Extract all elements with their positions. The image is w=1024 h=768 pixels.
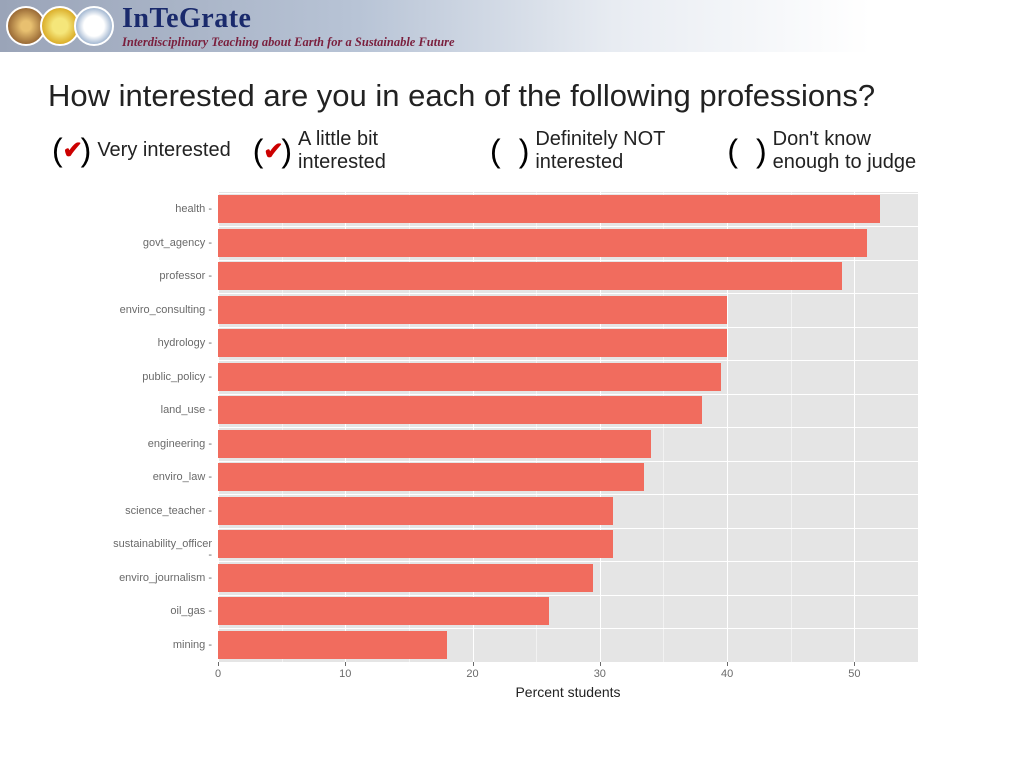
gridline-h: [218, 394, 918, 395]
bar-professor: [218, 262, 842, 290]
gridline-h: [218, 461, 918, 462]
brand-text: InTeGrate Interdisciplinary Teaching abo…: [122, 3, 455, 50]
legend-item-2: ( )Definitely NOT interested: [490, 128, 705, 174]
y-label-science_teacher: science_teacher -: [108, 506, 212, 517]
legend-label: A little bit interested: [298, 128, 468, 174]
bar-science_teacher: [218, 497, 613, 525]
bar-enviro_law: [218, 463, 644, 491]
y-label-enviro_journalism: enviro_journalism -: [108, 573, 212, 584]
legend-row: (✔)Very interested(✔)A little bit intere…: [0, 128, 1024, 174]
plot-area: [218, 192, 918, 662]
check-empty: [501, 137, 519, 165]
x-tick: [473, 662, 474, 666]
bar-hydrology: [218, 329, 727, 357]
x-axis: Percent students 0 10 20 30 40 50: [218, 662, 918, 702]
y-label-professor: professor -: [108, 271, 212, 282]
bar-engineering: [218, 430, 651, 458]
gridline-h: [218, 561, 918, 562]
gridline-h: [218, 628, 918, 629]
legend-checkbox: ( ): [490, 129, 529, 173]
legend-checkbox: (✔): [52, 128, 91, 172]
logo-circles: [6, 6, 108, 46]
bar-land_use: [218, 396, 702, 424]
bar-sustainability_officer: [218, 530, 613, 558]
legend-label: Don't know enough to judge: [773, 128, 943, 174]
y-axis-labels: health - govt_agency - professor - enviro_c…: [108, 192, 218, 662]
x-tick-label: 0: [215, 668, 221, 680]
x-tick: [218, 662, 219, 666]
page-title: How interested are you in each of the fo…: [0, 52, 1024, 128]
legend-item-0: (✔) Very interested: [52, 128, 231, 172]
y-label-public_policy: public_policy -: [108, 372, 212, 383]
x-axis-title: Percent students: [515, 684, 620, 700]
gridline-h: [218, 427, 918, 428]
y-label-enviro_consulting: enviro_consulting -: [108, 305, 212, 316]
x-tick: [727, 662, 728, 666]
x-tick: [854, 662, 855, 666]
bar-oil_gas: [218, 597, 549, 625]
x-tick-label: 40: [721, 668, 733, 680]
brand-subtitle: Interdisciplinary Teaching about Earth f…: [122, 35, 455, 50]
x-tick-label: 10: [339, 668, 351, 680]
gridline-h: [218, 260, 918, 261]
check-icon: ✔: [63, 136, 81, 165]
y-label-oil_gas: oil_gas -: [108, 606, 212, 617]
gridline-h: [218, 293, 918, 294]
bar-govt_agency: [218, 229, 867, 257]
bar-mining: [218, 631, 447, 659]
header-banner: InTeGrate Interdisciplinary Teaching abo…: [0, 0, 1024, 52]
y-label-health: health -: [108, 204, 212, 215]
brand-title: InTeGrate: [122, 3, 455, 35]
gridline-h: [218, 226, 918, 227]
x-tick-label: 30: [594, 668, 606, 680]
legend-item-1: (✔)A little bit interested: [253, 128, 468, 174]
gridline-h: [218, 528, 918, 529]
legend-label: Very interested: [97, 139, 230, 162]
legend-checkbox: ( ): [727, 129, 766, 173]
y-label-mining: mining -: [108, 640, 212, 651]
legend-item-3: ( )Don't know enough to judge: [727, 128, 942, 174]
gridline-h: [218, 360, 918, 361]
y-label-hydrology: hydrology -: [108, 338, 212, 349]
legend-checkbox: (✔): [253, 129, 292, 173]
y-label-enviro_law: enviro_law -: [108, 472, 212, 483]
bar-enviro_journalism: [218, 564, 593, 592]
y-label-land_use: land_use -: [108, 405, 212, 416]
y-label-govt_agency: govt_agency -: [108, 238, 212, 249]
bar-enviro_consulting: [218, 296, 727, 324]
y-label-engineering: engineering -: [108, 439, 212, 450]
check-empty: [738, 137, 756, 165]
gridline-h: [218, 494, 918, 495]
y-label-sustainability_officer: sustainability_officer -: [108, 539, 212, 561]
logo-circle-3: [74, 6, 114, 46]
x-tick-label: 20: [466, 668, 478, 680]
bar-health: [218, 195, 880, 223]
bar-public_policy: [218, 363, 721, 391]
x-tick: [345, 662, 346, 666]
legend-label: Definitely NOT interested: [535, 128, 705, 174]
gridline-h: [218, 193, 918, 194]
professions-chart: health - govt_agency - professor - enviro_c…: [108, 192, 938, 702]
gridline-h: [218, 327, 918, 328]
check-icon: ✔: [263, 137, 281, 166]
gridline-h: [218, 595, 918, 596]
x-tick: [600, 662, 601, 666]
x-tick-label: 50: [848, 668, 860, 680]
